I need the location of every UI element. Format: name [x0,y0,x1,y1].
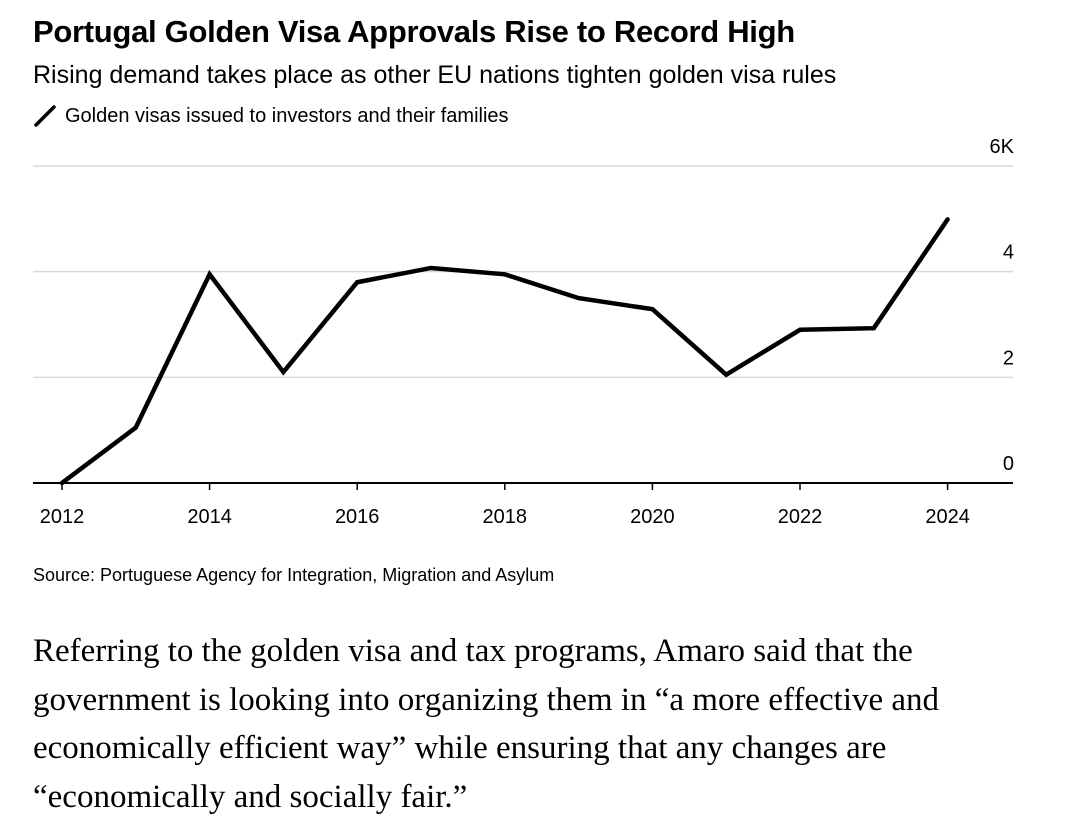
x-tick-label: 2014 [187,506,232,528]
y-tick-label: 0 [1003,453,1014,475]
y-tick-label: 2 [1003,347,1014,369]
legend: Golden visas issued to investors and the… [33,104,509,128]
x-tick-label: 2016 [335,506,380,528]
legend-label: Golden visas issued to investors and the… [65,104,509,127]
chart-subtitle: Rising demand takes place as other EU na… [33,61,837,89]
legend-line-swatch [34,105,56,127]
line-chart: 0 2 4 6K 2012 2014 2016 2018 2020 2022 2024 [33,136,1015,528]
x-tick-label: 2022 [778,506,823,528]
x-tick-label: 2018 [483,506,528,528]
y-tick-label: 4 [1003,242,1014,264]
source-note: Source: Portuguese Agency for Integratio… [33,565,555,585]
y-tick-label: 6K [990,136,1015,158]
series-line [59,217,950,486]
article-paragraph: Referring to the golden visa and tax pro… [33,633,940,815]
x-tick-label: 2020 [630,506,675,528]
x-tick-label: 2024 [925,506,970,528]
chart-title: Portugal Golden Visa Approvals Rise to R… [33,14,795,49]
x-tick-label: 2012 [40,506,85,528]
